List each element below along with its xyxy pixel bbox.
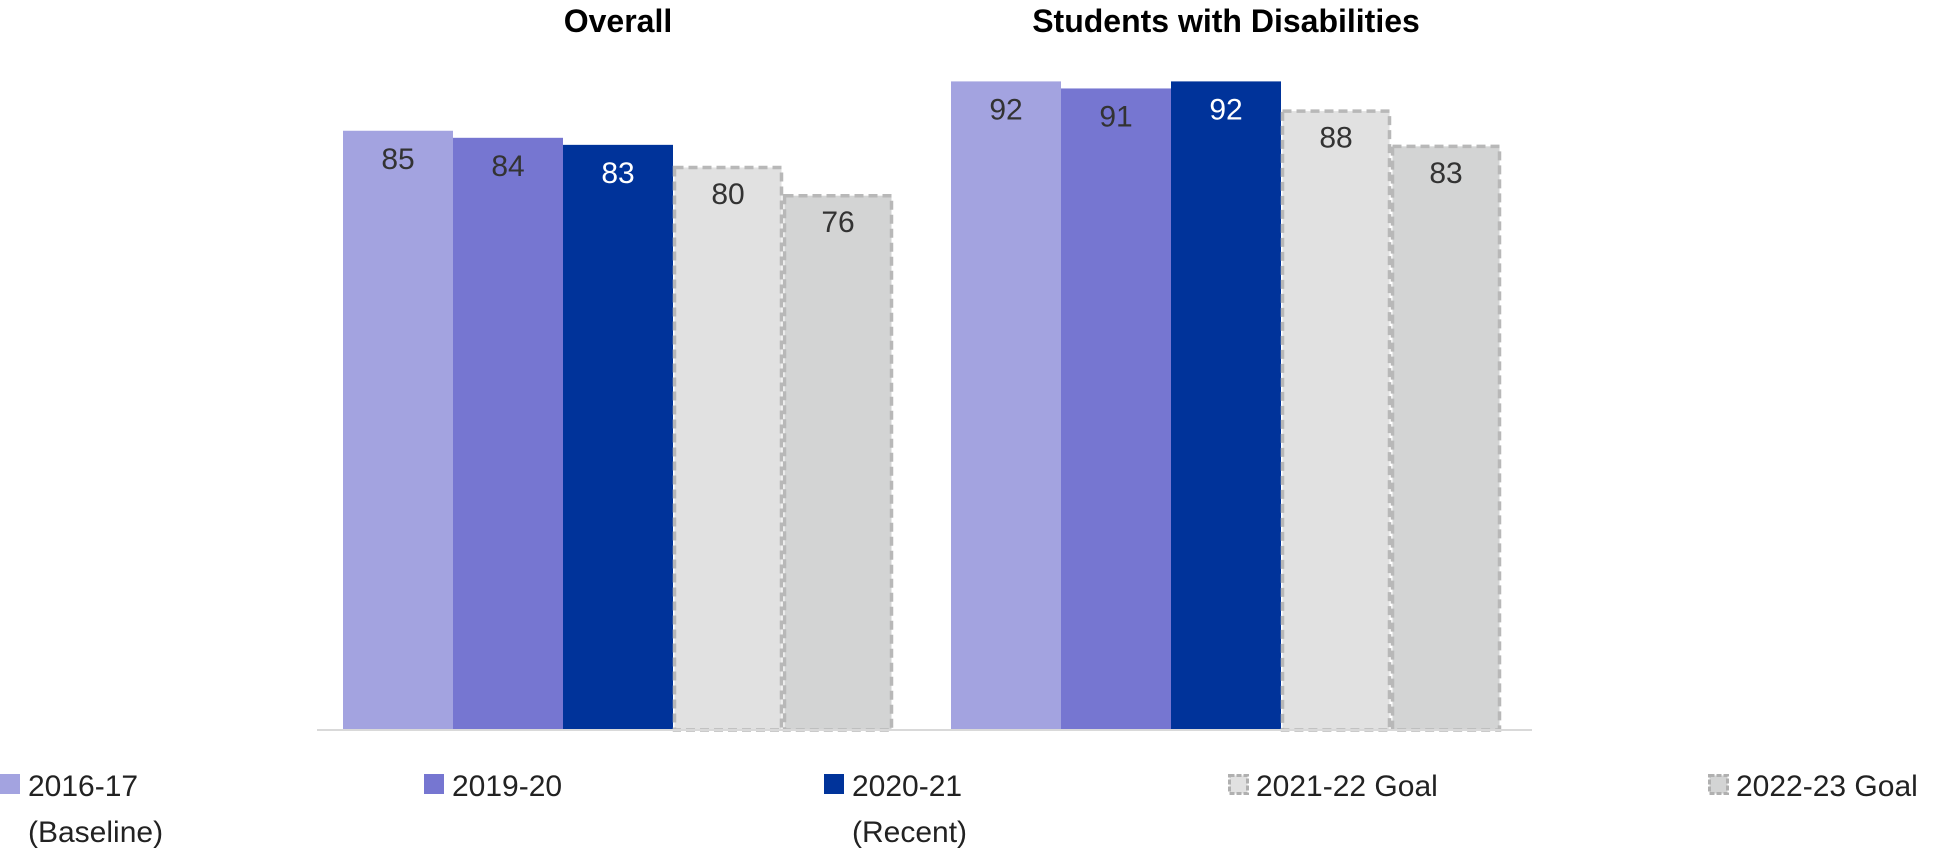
- legend-swatch: [824, 774, 844, 794]
- legend-item-2020-21-recent: 2020-21 (Recent): [824, 770, 967, 849]
- bar-2019-20-students-with-disabilities: [1061, 88, 1171, 730]
- legend-item-2016-17-baseline: 2016-17 (Baseline): [0, 770, 163, 849]
- bar-2021-22-goal-overall: [672, 165, 784, 732]
- legend-label: 2021-22 Goal: [1256, 770, 1438, 803]
- legend-label: 2016-17: [28, 770, 138, 803]
- data-label-2022-23-goal-students-with-disabilities: 83: [1429, 157, 1462, 190]
- legend-swatch: [1708, 774, 1729, 795]
- legend-item-2019-20: 2019-20: [424, 770, 562, 803]
- data-label-2020-21-recent-students-with-disabilities: 92: [1209, 93, 1242, 126]
- bar-2020-21-recent-overall: [563, 144, 673, 731]
- data-label-2022-23-goal-overall: 76: [821, 206, 854, 239]
- legend-label: (Recent): [852, 816, 967, 849]
- bar-2016-17-baseline-overall: [343, 130, 453, 730]
- legend-label: 2020-21: [852, 770, 962, 803]
- legend: 2016-17(Baseline)2019-20 2020-21(Recent)2…: [0, 770, 1918, 849]
- group-title-students-with-disabilities: Students with Disabilities: [1032, 3, 1420, 39]
- legend-label: 2019-20: [452, 770, 562, 803]
- legend-label: 2022-23 Goal: [1736, 770, 1918, 803]
- legend-swatch: [0, 774, 20, 794]
- bar-2020-21-recent-students-with-disabilities: [1171, 81, 1281, 730]
- legend-item-2021-22-goal: 2021-22 Goal: [1228, 770, 1438, 803]
- group-titles: Overall Students with Disabilities: [564, 3, 1420, 39]
- data-label-2019-20-students-with-disabilities: 91: [1099, 100, 1132, 133]
- legend-swatch: [1228, 774, 1249, 795]
- bar-2019-20-overall: [453, 137, 563, 731]
- data-labels: 85 84 83 80 76 92 91 92 88 83: [381, 93, 1462, 239]
- data-label-2019-20-overall: 84: [491, 150, 524, 183]
- data-label-2020-21-recent-overall: 83: [601, 157, 634, 190]
- data-label-2021-22-goal-overall: 80: [711, 178, 744, 211]
- bar-2022-23-goal-students-with-disabilities: [1390, 144, 1502, 732]
- bar-2022-23-goal-overall: [782, 193, 894, 732]
- bar-2016-17-baseline-students-with-disabilities: [951, 81, 1061, 730]
- data-label-2021-22-goal-students-with-disabilities: 88: [1319, 122, 1352, 155]
- legend-label: (Baseline): [28, 816, 163, 849]
- data-label-2016-17-baseline-students-with-disabilities: 92: [989, 93, 1022, 126]
- legend-swatch: [424, 774, 444, 794]
- data-label-2016-17-baseline-overall: 85: [381, 143, 414, 176]
- bar-2021-22-goal-students-with-disabilities: [1280, 109, 1392, 732]
- group-title-overall: Overall: [564, 3, 673, 39]
- legend-item-2022-23-goal: 2022-23 Goal: [1708, 770, 1918, 803]
